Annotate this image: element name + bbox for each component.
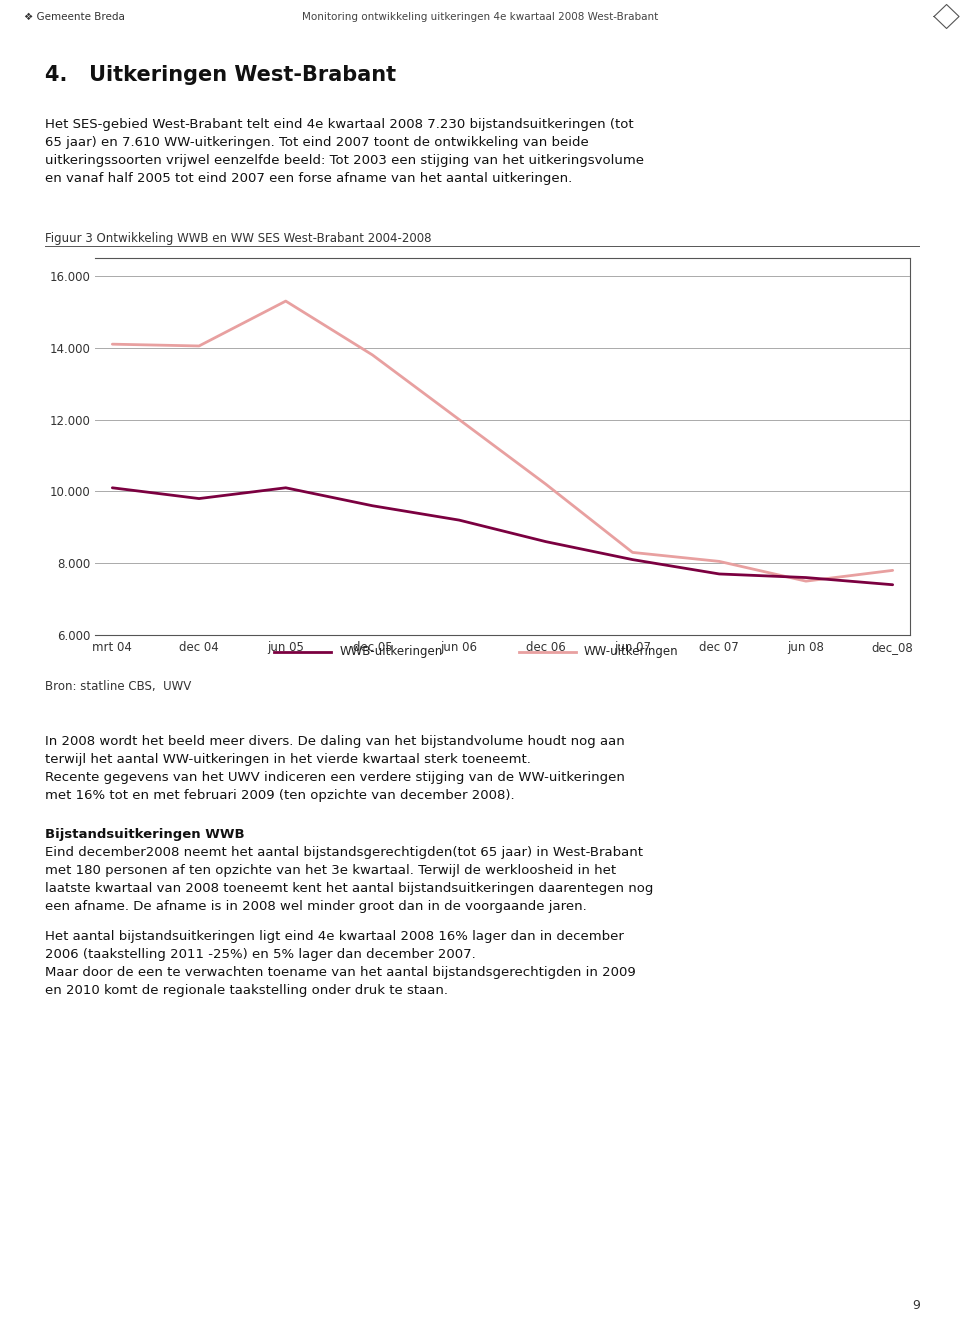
Text: met 180 personen af ten opzichte van het 3e kwartaal. Terwijl de werkloosheid in: met 180 personen af ten opzichte van het… — [45, 864, 616, 877]
Text: een afname. De afname is in 2008 wel minder groot dan in de voorgaande jaren.: een afname. De afname is in 2008 wel min… — [45, 900, 587, 913]
Text: WW-uitkeringen: WW-uitkeringen — [584, 646, 679, 659]
Text: Bijstandsuitkeringen WWB: Bijstandsuitkeringen WWB — [45, 828, 245, 841]
Text: 4.   Uitkeringen West-Brabant: 4. Uitkeringen West-Brabant — [45, 66, 396, 86]
Text: Figuur 3 Ontwikkeling WWB en WW SES West-Brabant 2004-2008: Figuur 3 Ontwikkeling WWB en WW SES West… — [45, 233, 431, 245]
Text: Monitoring ontwikkeling uitkeringen 4e kwartaal 2008 West-Brabant: Monitoring ontwikkeling uitkeringen 4e k… — [301, 12, 659, 21]
Text: Bron: statline CBS,  UWV: Bron: statline CBS, UWV — [45, 681, 191, 693]
Text: laatste kwartaal van 2008 toeneemt kent het aantal bijstandsuitkeringen daarente: laatste kwartaal van 2008 toeneemt kent … — [45, 882, 654, 894]
Text: 9: 9 — [912, 1300, 920, 1312]
Text: Eind december2008 neemt het aantal bijstandsgerechtigden(tot 65 jaar) in West-Br: Eind december2008 neemt het aantal bijst… — [45, 846, 643, 858]
Text: ❖ Gemeente Breda: ❖ Gemeente Breda — [24, 12, 125, 21]
Text: met 16% tot en met februari 2009 (ten opzichte van december 2008).: met 16% tot en met februari 2009 (ten op… — [45, 789, 515, 802]
Text: en vanaf half 2005 tot eind 2007 een forse afname van het aantal uitkeringen.: en vanaf half 2005 tot eind 2007 een for… — [45, 172, 572, 185]
Text: Het SES-gebied West-Brabant telt eind 4e kwartaal 2008 7.230 bijstandsuitkeringe: Het SES-gebied West-Brabant telt eind 4e… — [45, 118, 634, 131]
Text: Maar door de een te verwachten toename van het aantal bijstandsgerechtigden in 2: Maar door de een te verwachten toename v… — [45, 967, 636, 979]
Text: 65 jaar) en 7.610 WW-uitkeringen. Tot eind 2007 toont de ontwikkeling van beide: 65 jaar) en 7.610 WW-uitkeringen. Tot ei… — [45, 136, 588, 148]
Text: Het aantal bijstandsuitkeringen ligt eind 4e kwartaal 2008 16% lager dan in dece: Het aantal bijstandsuitkeringen ligt ein… — [45, 931, 624, 943]
Text: en 2010 komt de regionale taakstelling onder druk te staan.: en 2010 komt de regionale taakstelling o… — [45, 984, 448, 997]
Text: 2006 (taakstelling 2011 -25%) en 5% lager dan december 2007.: 2006 (taakstelling 2011 -25%) en 5% lage… — [45, 948, 476, 961]
Text: terwijl het aantal WW-uitkeringen in het vierde kwartaal sterk toeneemt.: terwijl het aantal WW-uitkeringen in het… — [45, 753, 531, 766]
Text: In 2008 wordt het beeld meer divers. De daling van het bijstandvolume houdt nog : In 2008 wordt het beeld meer divers. De … — [45, 735, 625, 747]
Text: WWB-uitkeringen: WWB-uitkeringen — [340, 646, 443, 659]
Text: Recente gegevens van het UWV indiceren een verdere stijging van de WW-uitkeringe: Recente gegevens van het UWV indiceren e… — [45, 771, 625, 783]
Text: uitkeringssoorten vrijwel eenzelfde beeld: Tot 2003 een stijging van het uitkeri: uitkeringssoorten vrijwel eenzelfde beel… — [45, 154, 644, 167]
